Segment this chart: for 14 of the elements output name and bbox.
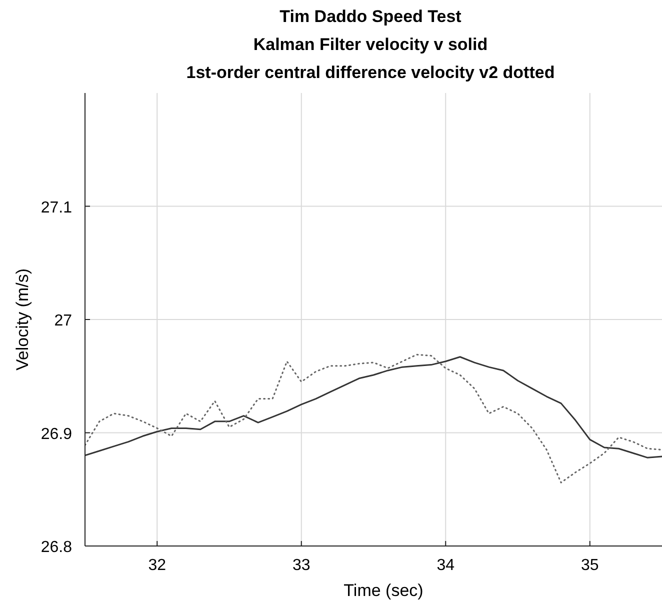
x-tick-label: 34 (436, 557, 455, 574)
x-tick-label: 35 (580, 557, 599, 574)
line-series (85, 356, 662, 458)
chart-subtitle: Kalman Filter velocity v solid 1st-order central difference velocity v2 dotted (186, 35, 555, 82)
y-tick-label: 26.8 (40, 539, 72, 556)
x-tick-label: 32 (148, 557, 166, 574)
x-axis-title: Time (sec) (344, 581, 424, 600)
chart-title: Tim Daddo Speed Test (280, 7, 462, 26)
y-tick-label: 26.9 (40, 426, 72, 443)
y-axis-title: Velocity (m/s) (13, 268, 32, 371)
y-tick-label: 27.1 (40, 199, 72, 216)
line-series (85, 354, 662, 484)
x-tick-label: 33 (292, 557, 310, 574)
y-tick-label: 27 (54, 312, 72, 330)
